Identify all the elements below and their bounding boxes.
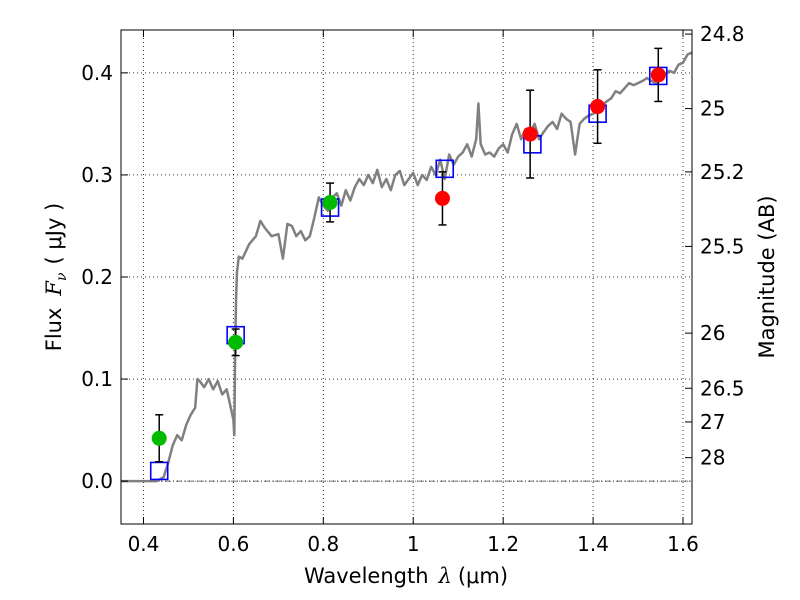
x-axis-label-unit: (μm) [458, 564, 508, 588]
y-tick-label: 0.3 [81, 163, 113, 187]
wfc3-photometry-point [434, 190, 450, 206]
y-tick-label: 0.4 [81, 61, 113, 85]
right-tick-label: 26.5 [700, 376, 745, 400]
wfc3-photometry-point [522, 126, 538, 142]
x-tick-label: 1.2 [487, 532, 519, 556]
wfc3-photometry-point [650, 67, 666, 83]
series-layer [121, 47, 693, 483]
y-axis-label-symbol: F [42, 280, 66, 297]
y-axis-label-text: Flux [42, 308, 66, 352]
x-tick-label: 1 [407, 532, 420, 556]
x-tick-label: 1.4 [577, 532, 609, 556]
y-axis-label: Flux Fν ( μJy ) [42, 203, 70, 351]
right-tick-label: 25.2 [700, 160, 745, 184]
y-tick-label: 0.0 [81, 469, 113, 493]
x-axis-label-text: Wavelength [304, 564, 429, 588]
x-axis-label-symbol: λ [438, 564, 452, 588]
right-axis-label: Magnitude (AB) [755, 195, 779, 358]
x-axis-label: Wavelength λ (μm) [304, 564, 508, 588]
right-tick-label: 24.8 [700, 22, 745, 46]
right-tick-label: 25.5 [700, 234, 745, 258]
tick-marks [121, 30, 692, 524]
right-tick-label: 27 [700, 410, 725, 434]
acs-photometry-point [322, 194, 338, 210]
model-photometry-square [435, 159, 455, 179]
x-tick-label: 1.6 [667, 532, 699, 556]
tick-labels: 0.4 0.6 0.8 1 1.2 1.4 1.6 0.0 0.1 0.2 0.3 0.4 24.8 25… [81, 22, 744, 556]
x-tick-label: 0.8 [307, 532, 339, 556]
y-axis-label-unit: ( μJy ) [42, 203, 66, 265]
right-tick-label: 25 [700, 97, 725, 121]
right-tick-label: 26 [700, 321, 725, 345]
right-tick-label: 28 [700, 446, 725, 470]
x-tick-label: 0.6 [217, 532, 249, 556]
acs-photometry-point [151, 430, 167, 446]
x-tick-label: 0.4 [128, 532, 160, 556]
acs-photometry-point [228, 334, 244, 350]
wfc3-photometry-point [590, 99, 606, 115]
y-tick-label: 0.1 [81, 367, 113, 391]
y-tick-label: 0.2 [81, 265, 113, 289]
y-axis-label-subscript: ν [54, 272, 70, 281]
